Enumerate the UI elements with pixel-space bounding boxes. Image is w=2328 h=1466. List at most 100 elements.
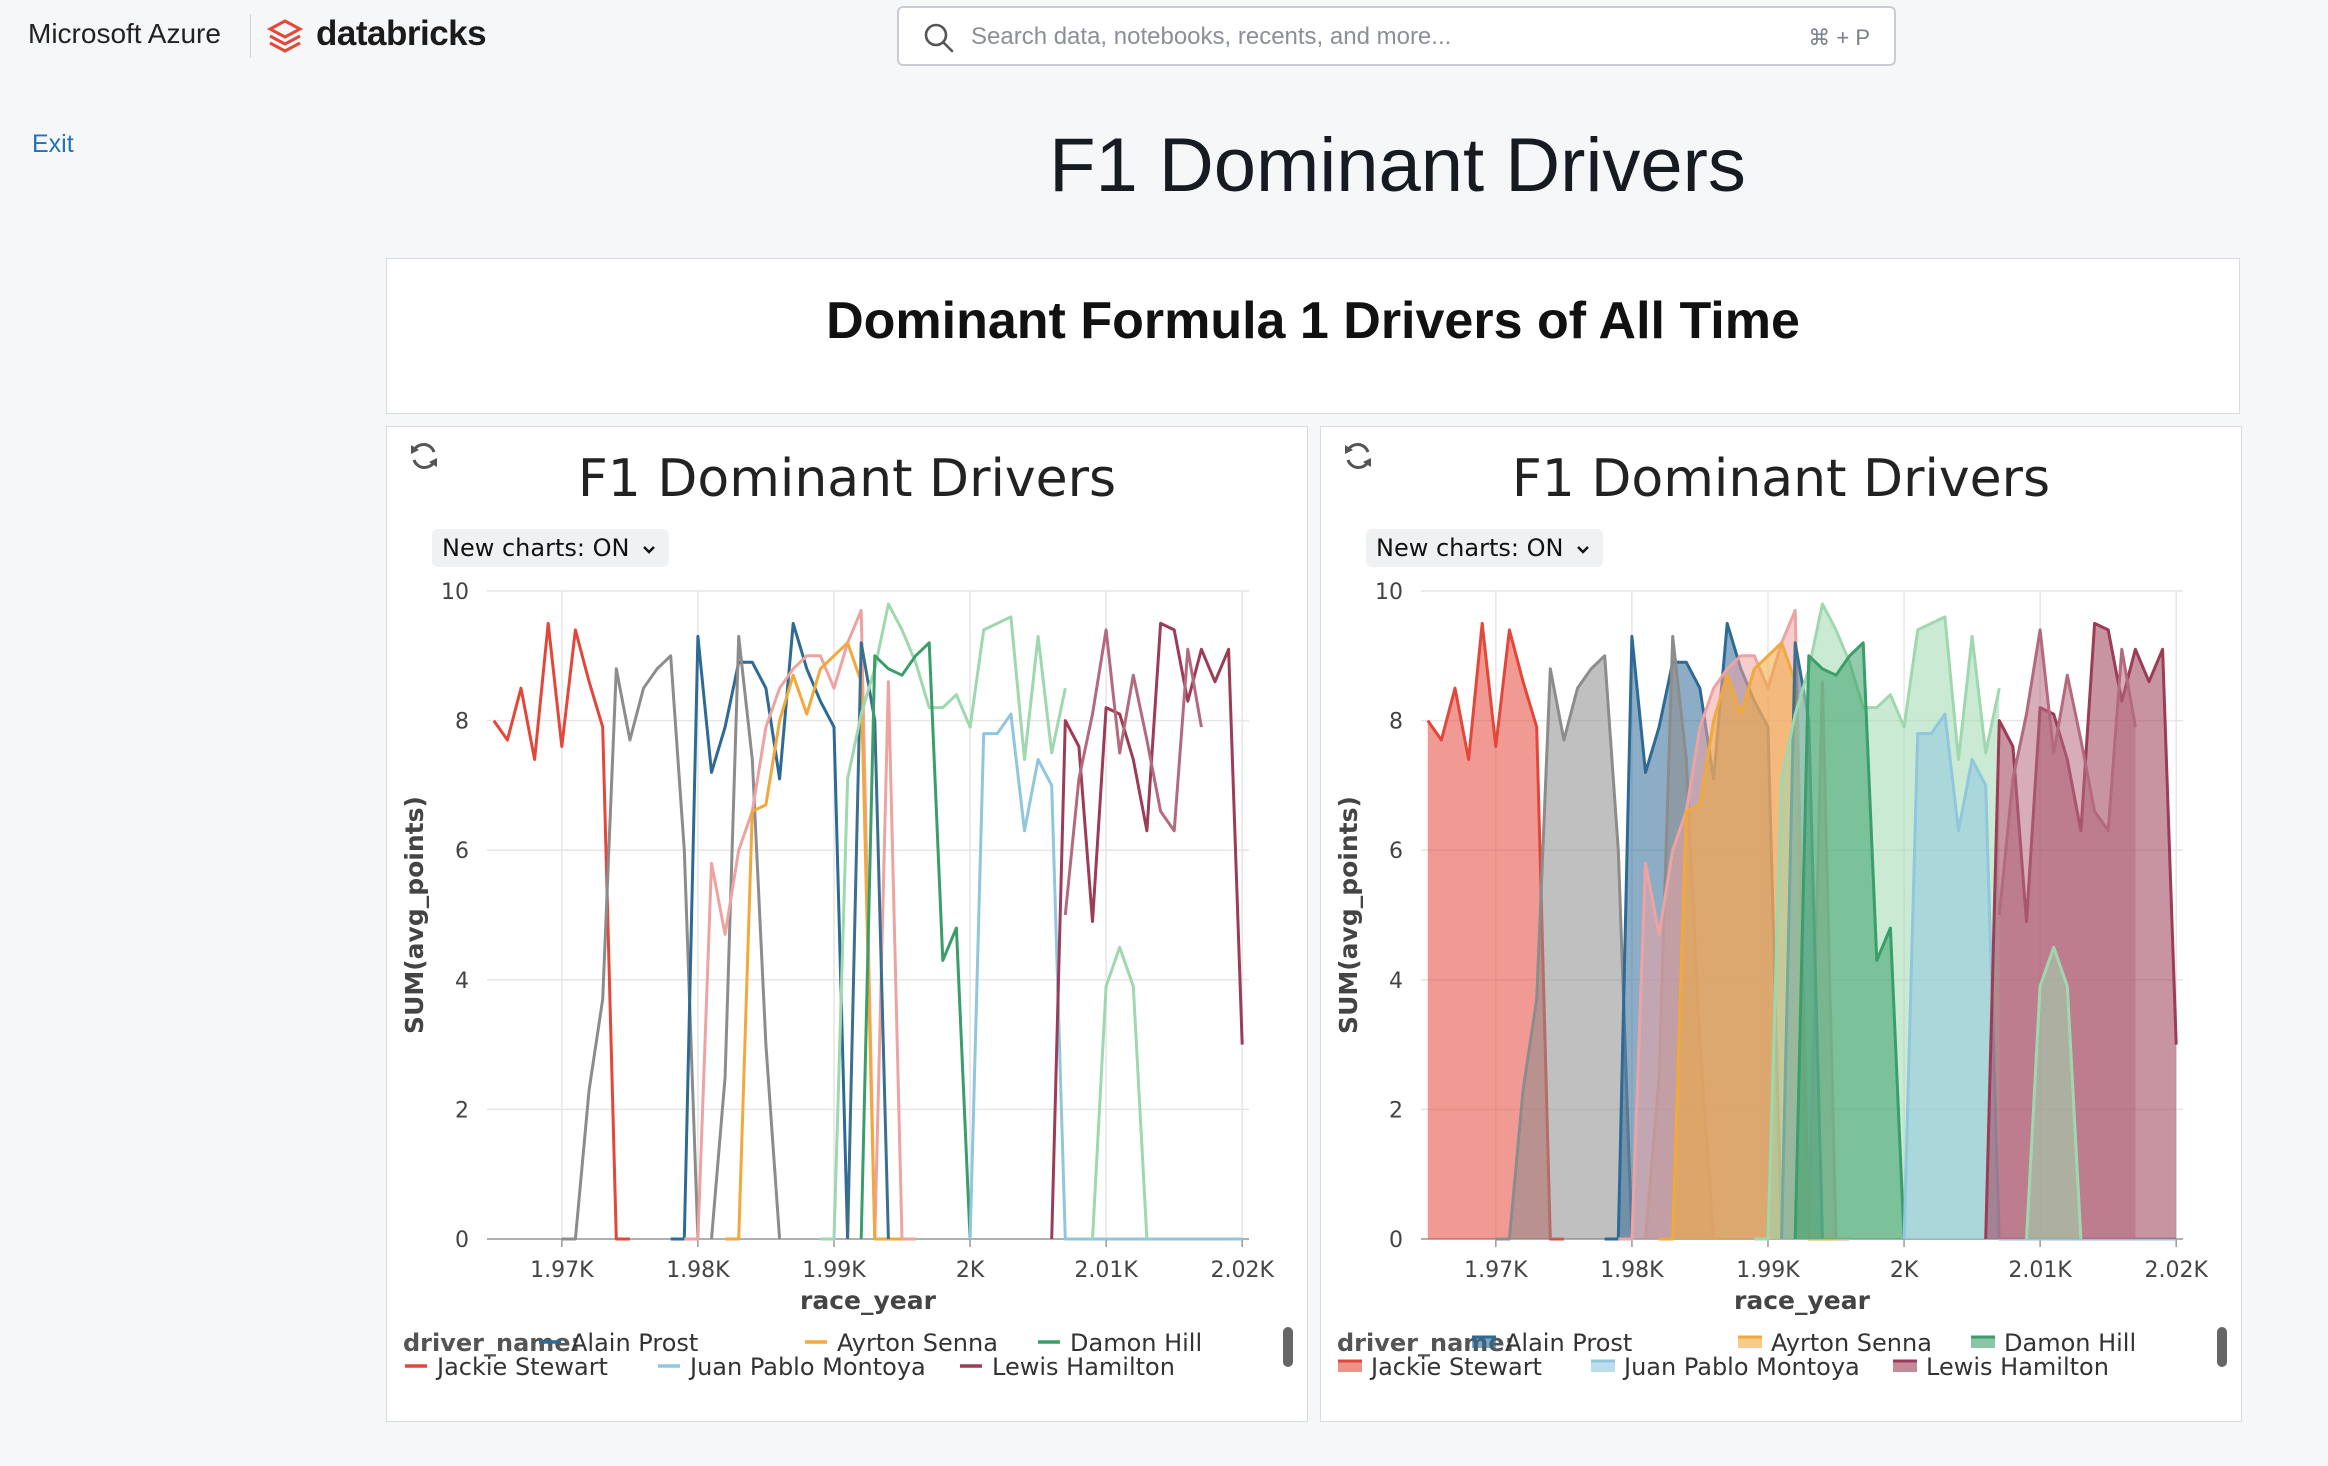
- series-line[interactable]: [1495, 654, 1634, 1241]
- legend-label: Lewis Hamilton: [1926, 1353, 2109, 1381]
- y-tick-label: 6: [455, 839, 469, 864]
- series-line[interactable]: [725, 641, 902, 1241]
- legend-swatch: [658, 1364, 680, 1368]
- x-tick-label: 1.98K: [1600, 1258, 1664, 1283]
- series-area[interactable]: [1795, 642, 1905, 1239]
- search-box[interactable]: ⌘ + P: [897, 6, 1896, 66]
- x-tick-label: 1.99K: [802, 1258, 866, 1283]
- chart-panel-line: F1 Dominant Drivers New charts: ON 0 2 4 6 8…: [386, 426, 1308, 1422]
- series-area[interactable]: [1495, 655, 1632, 1239]
- series-line[interactable]: [1063, 628, 1203, 916]
- new-charts-toggle-label: New charts: ON: [442, 534, 630, 562]
- microsoft-azure-brand: Microsoft Azure: [28, 18, 221, 49]
- series-line[interactable]: [1997, 628, 2137, 916]
- legend-label: Lewis Hamilton: [992, 1353, 1175, 1381]
- y-tick-label: 8: [455, 710, 469, 735]
- y-tick-label: 2: [455, 1098, 469, 1123]
- series-line[interactable]: [561, 654, 700, 1241]
- series-line[interactable]: [1793, 641, 1906, 1240]
- x-axis-title: race_year: [800, 1286, 937, 1315]
- legend-swatch: [1038, 1340, 1060, 1344]
- new-charts-toggle[interactable]: New charts: ON: [1366, 529, 1604, 567]
- y-tick-label: 0: [455, 1228, 469, 1253]
- y-tick-label: 2: [1389, 1098, 1403, 1123]
- y-tick-label: 6: [1389, 839, 1403, 864]
- exit-link[interactable]: Exit: [32, 130, 74, 158]
- brand-divider: [250, 14, 251, 58]
- x-tick-label: 2.01K: [1074, 1258, 1138, 1283]
- refresh-icon[interactable]: [1341, 439, 1375, 473]
- y-tick-label: 0: [1389, 1228, 1403, 1253]
- x-tick-label: 1.99K: [1736, 1258, 1800, 1283]
- legend-swatch: [539, 1340, 561, 1344]
- new-charts-toggle-label: New charts: ON: [1376, 534, 1564, 562]
- legend-label: Damon Hill: [1070, 1329, 1203, 1357]
- databricks-brand: databricks: [316, 14, 487, 53]
- series-line[interactable]: [1091, 945, 1149, 1240]
- series-line[interactable]: [859, 641, 972, 1240]
- x-tick-label: 2K: [956, 1258, 985, 1283]
- y-tick-label: 4: [455, 969, 469, 994]
- refresh-icon[interactable]: [407, 439, 441, 473]
- y-axis-title: SUM(avg_points): [1334, 796, 1363, 1034]
- x-tick-label: 2.02K: [1210, 1258, 1274, 1283]
- databricks-logo-icon: [266, 19, 304, 53]
- series-line[interactable]: [2025, 945, 2083, 1240]
- legend-swatch: [1338, 1359, 1362, 1372]
- x-tick-label: 2.01K: [2008, 1258, 2072, 1283]
- legend-label: Juan Pablo Montoya: [1624, 1353, 1860, 1381]
- top-bar: Microsoft Azure databricks ⌘ + P: [0, 0, 2328, 76]
- y-tick-label: 10: [441, 580, 469, 605]
- series-line[interactable]: [1754, 602, 2001, 1241]
- search-icon: [924, 23, 954, 53]
- legend-swatch: [1738, 1335, 1762, 1348]
- series-line[interactable]: [968, 712, 1243, 1241]
- search-input[interactable]: [969, 16, 1673, 58]
- legend-label: Juan Pablo Montoya: [690, 1353, 926, 1381]
- text-widget-title: Dominant Formula 1 Drivers of All Time: [826, 292, 1800, 350]
- legend-swatch: [405, 1364, 427, 1368]
- legend-swatch: [1472, 1335, 1496, 1348]
- series-line[interactable]: [710, 634, 782, 1240]
- chevron-down-icon: [1577, 546, 1589, 554]
- page-title: F1 Dominant Drivers: [1049, 123, 1746, 208]
- chart-panel-area: F1 Dominant Drivers New charts: ON 0 2 4 6 8…: [1320, 426, 2242, 1422]
- x-tick-label: 2K: [1890, 1258, 1919, 1283]
- legend-scrollbar[interactable]: [2217, 1327, 2227, 1367]
- y-tick-label: 10: [1375, 580, 1403, 605]
- area-chart[interactable]: 0 2 4 6 8 10 1.97K 1.98K 1.99K 2K 2.01K 2.02K race_y…: [1321, 427, 2241, 1421]
- search-shortcut-hint: ⌘ + P: [1808, 25, 1870, 50]
- new-charts-toggle[interactable]: New charts: ON: [432, 529, 670, 567]
- series-area[interactable]: [2026, 947, 2081, 1239]
- legend-label: Alain Prost: [1505, 1329, 1633, 1357]
- legend-swatch: [1971, 1335, 1995, 1348]
- series-line[interactable]: [820, 602, 1067, 1241]
- chart-title: F1 Dominant Drivers: [1511, 449, 2051, 509]
- chevron-down-icon: [643, 546, 655, 554]
- x-tick-label: 1.98K: [666, 1258, 730, 1283]
- y-tick-label: 4: [1389, 969, 1403, 994]
- legend-swatch: [1893, 1359, 1917, 1372]
- text-widget: Dominant Formula 1 Drivers of All Time: [386, 258, 2240, 414]
- legend-swatch: [805, 1340, 827, 1344]
- legend-label: Jackie Stewart: [437, 1353, 608, 1381]
- series-line[interactable]: [684, 608, 916, 1241]
- x-axis-title: race_year: [1734, 1286, 1871, 1315]
- y-tick-label: 8: [1389, 710, 1403, 735]
- x-tick-label: 2.02K: [2144, 1258, 2208, 1283]
- legend-scrollbar[interactable]: [1283, 1327, 1293, 1367]
- series-line[interactable]: [1050, 621, 1244, 1240]
- series-area[interactable]: [1904, 714, 2177, 1239]
- legend-label: Damon Hill: [2004, 1329, 2137, 1357]
- chart-title: F1 Dominant Drivers: [577, 449, 1117, 509]
- y-axis-title: SUM(avg_points): [400, 796, 429, 1034]
- series-line[interactable]: [670, 621, 850, 1241]
- legend-label: Ayrton Senna: [1771, 1329, 1932, 1357]
- x-tick-label: 1.97K: [1464, 1258, 1528, 1283]
- legend-swatch: [1591, 1359, 1615, 1372]
- x-tick-label: 1.97K: [530, 1258, 594, 1283]
- line-chart[interactable]: 0 2 4 6 8 10 1.97K 1.98K 1.99K 2K 2.01K 2.02K race_y…: [387, 427, 1307, 1421]
- series-line[interactable]: [846, 641, 890, 1240]
- legend-label: Alain Prost: [571, 1329, 699, 1357]
- legend-label: Jackie Stewart: [1371, 1353, 1542, 1381]
